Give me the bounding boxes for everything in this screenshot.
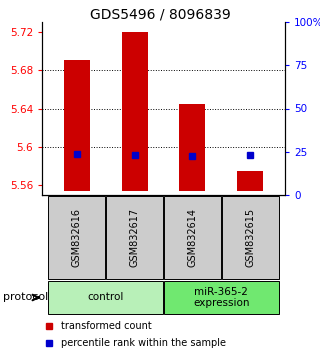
Text: GSM832616: GSM832616 [72, 208, 82, 267]
Bar [48, 196, 105, 279]
Text: protocol: protocol [3, 292, 48, 303]
Text: GDS5496 / 8096839: GDS5496 / 8096839 [90, 8, 230, 22]
Bar [164, 281, 279, 314]
Bar [180, 104, 205, 191]
Text: transformed count: transformed count [61, 320, 152, 331]
Bar [237, 171, 263, 191]
Text: control: control [87, 292, 124, 303]
Bar [122, 32, 148, 191]
Bar [222, 196, 279, 279]
Text: GSM832615: GSM832615 [245, 208, 255, 267]
Bar [48, 281, 163, 314]
Text: miR-365-2
expression: miR-365-2 expression [193, 287, 250, 308]
Bar [64, 61, 90, 191]
Text: GSM832617: GSM832617 [130, 208, 140, 267]
Bar [106, 196, 163, 279]
Text: GSM832614: GSM832614 [188, 208, 197, 267]
Text: percentile rank within the sample: percentile rank within the sample [61, 338, 227, 348]
Bar [164, 196, 221, 279]
